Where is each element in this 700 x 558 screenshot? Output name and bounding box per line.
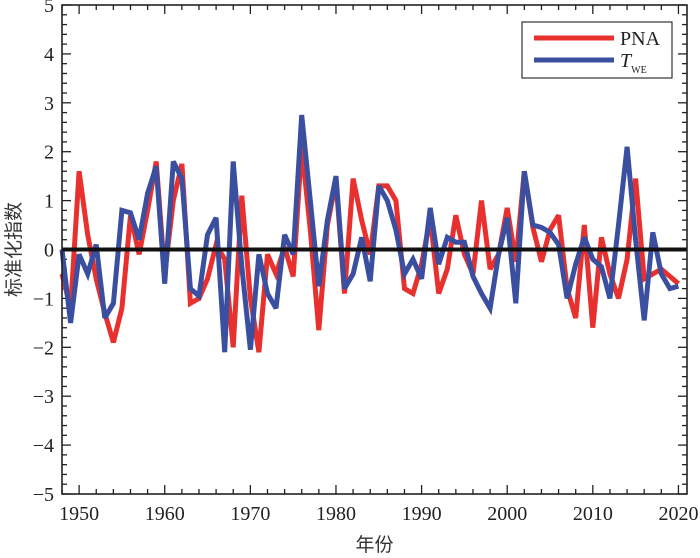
legend: PNA TWE [521, 21, 673, 79]
x-tick-label: 2000 [487, 503, 527, 525]
y-tick-label: −3 [33, 386, 54, 408]
y-axis-label: 标准化指数 [3, 202, 25, 297]
x-tick-label: 1960 [145, 503, 185, 525]
y-tick-label: 1 [44, 191, 54, 213]
x-tick-label: 2010 [573, 503, 613, 525]
legend-label-twe-subscript: WE [631, 65, 647, 76]
y-tick-label: −1 [33, 288, 54, 310]
x-tick-label: 1990 [402, 503, 442, 525]
x-tick-label: 2020 [658, 503, 698, 525]
y-tick-label: 5 [44, 0, 54, 17]
x-tick-labels: 1950 1960 1970 1980 1990 2000 2010 2020 [59, 503, 698, 525]
legend-label-twe: TWE [620, 50, 647, 76]
y-tick-labels: −5 −4 −3 −2 −1 0 1 2 3 4 5 [33, 0, 54, 506]
series-layer [59, 114, 681, 353]
legend-label-twe-main: T [620, 50, 633, 72]
y-tick-label: 2 [44, 142, 54, 164]
x-tick-label: 1970 [230, 503, 270, 525]
legend-label-pna: PNA [620, 28, 661, 50]
plot-frame [61, 4, 688, 495]
x-tick-label: 1980 [316, 503, 356, 525]
y-tick-label: −2 [33, 337, 54, 359]
series-line-twe [59, 114, 680, 353]
y-tick-label: 3 [44, 93, 54, 115]
y-tick-label: −4 [33, 435, 54, 457]
y-tick-label: 0 [44, 240, 54, 262]
x-axis-label: 年份 [355, 534, 393, 556]
legend-box [521, 21, 673, 79]
axes-ticks [61, 4, 687, 495]
y-tick-label: 4 [44, 44, 54, 66]
x-tick-label: 1950 [59, 503, 99, 525]
y-tick-label: −5 [33, 484, 54, 506]
